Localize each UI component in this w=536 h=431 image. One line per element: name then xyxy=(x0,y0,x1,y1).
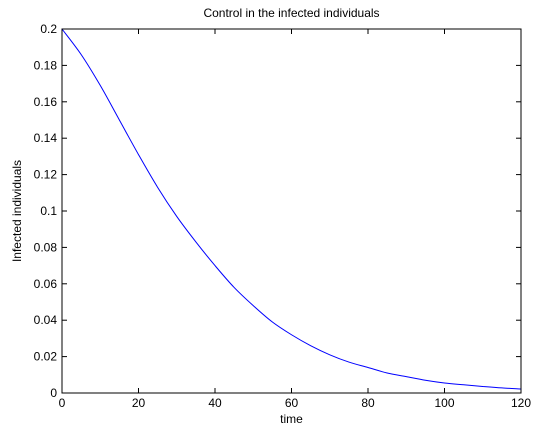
x-axis: 0 20 40 60 80 100 120 xyxy=(59,29,531,410)
x-tick-label: 80 xyxy=(361,396,375,410)
x-tick-label: 60 xyxy=(285,396,299,410)
y-tick-label: 0.1 xyxy=(40,204,57,218)
series-line xyxy=(61,28,522,390)
y-tick-label: 0.14 xyxy=(34,131,58,145)
x-tick-label: 40 xyxy=(208,396,222,410)
y-tick-label: 0.18 xyxy=(34,58,58,72)
x-tick-label: 20 xyxy=(132,396,146,410)
y-axis: 0 0.02 0.04 0.06 0.08 0.1 0.12 0.14 0.16 0.18 0.2 xyxy=(34,22,521,400)
y-axis-label: Infected individuals xyxy=(10,160,24,262)
y-tick-label: 0.02 xyxy=(34,350,58,364)
y-tick-label: 0.04 xyxy=(34,313,58,327)
y-tick-label: 0.2 xyxy=(40,22,57,36)
x-tick-label: 120 xyxy=(511,396,531,410)
x-axis-label: time xyxy=(280,412,303,426)
x-tick-label: 100 xyxy=(434,396,454,410)
y-tick-label: 0.16 xyxy=(34,95,58,109)
y-tick-label: 0.08 xyxy=(34,240,58,254)
x-tick-label: 0 xyxy=(59,396,66,410)
chart-title: Control in the infected individuals xyxy=(203,6,379,20)
y-tick-label: 0 xyxy=(50,386,57,400)
y-tick-label: 0.06 xyxy=(34,277,58,291)
plot-frame xyxy=(61,28,522,394)
plot-area xyxy=(62,29,521,393)
y-tick-label: 0.12 xyxy=(34,168,58,182)
